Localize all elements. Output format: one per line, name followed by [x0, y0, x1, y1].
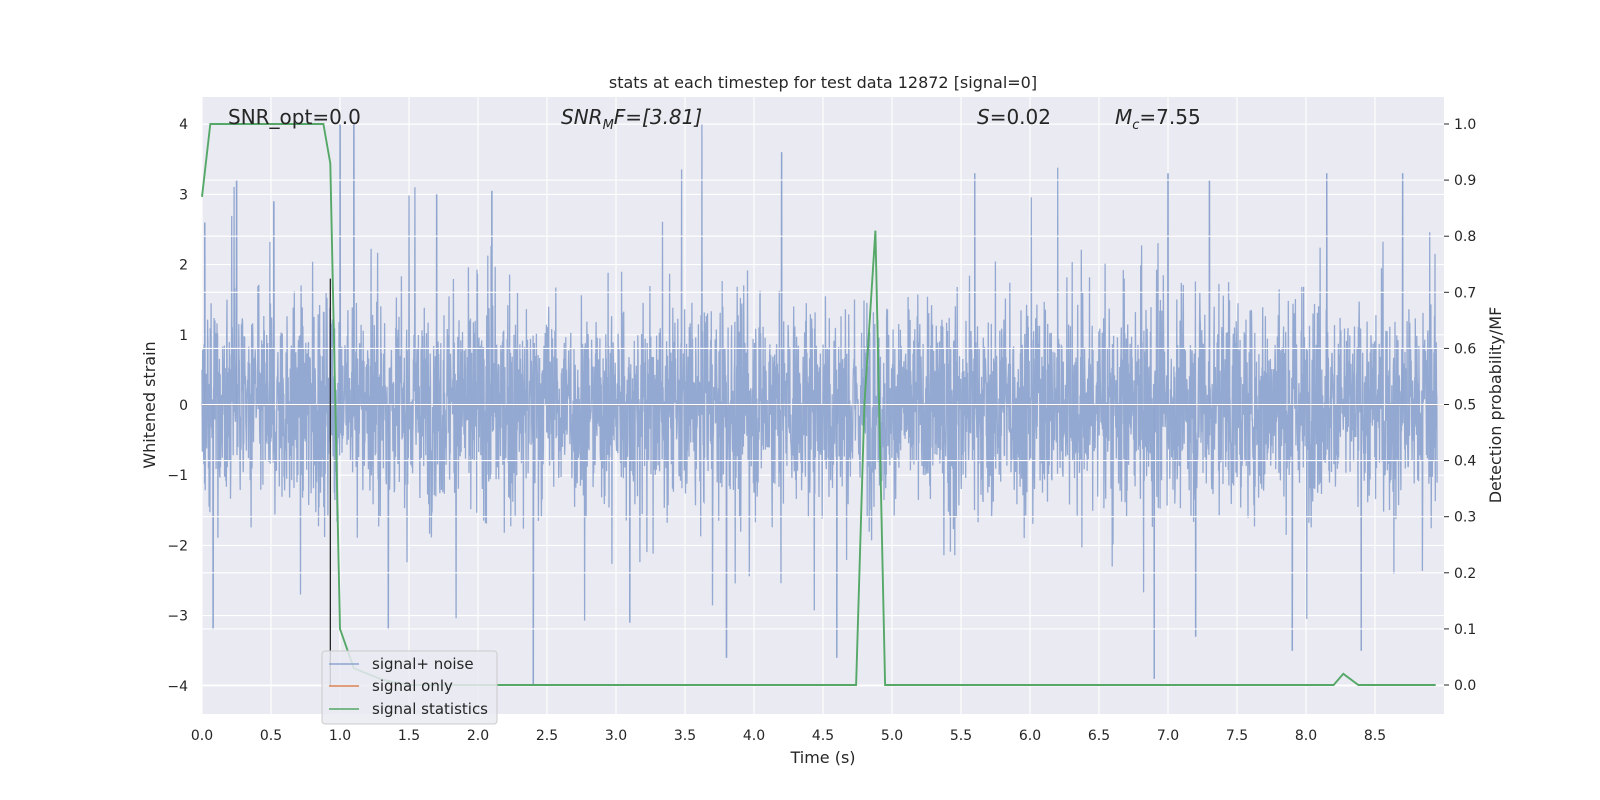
y-tick-labels: 4 3 2 1 0 −1 −2 −3 −4	[167, 117, 188, 695]
x-tick-label: 5.0	[881, 728, 903, 744]
y-tick-label: −1	[167, 468, 188, 484]
y-tick-label: 2	[179, 258, 188, 274]
series-line-signal-statistics	[201, 123, 1436, 686]
y-right-tick-label: 0.5	[1454, 398, 1476, 414]
annotation-snr-opt: SNR_opt=0.0	[228, 105, 361, 129]
y-right-tick-label: 0.3	[1454, 510, 1476, 526]
y-tick-label: −3	[167, 609, 188, 625]
annotation-mc-label: M	[1115, 105, 1132, 129]
grid-overlay	[202, 123, 1444, 686]
x-tick-label: 8.0	[1295, 728, 1317, 744]
x-tick-label: 3.0	[605, 728, 627, 744]
y-right-tick-label: 0.2	[1454, 566, 1476, 582]
x-tick-labels: 0.0 0.5 1.0 1.5 2.0 2.5 3.0 3.5 4.0 4.5 5.0 5.5 6.0 6…	[191, 728, 1386, 744]
y-tick-label: 0	[179, 398, 188, 414]
x-tick-label: 4.5	[812, 728, 834, 744]
y-right-tick-label: 0.1	[1454, 622, 1476, 638]
y-right-tick-labels: 1.0 0.9 0.8 0.7 0.6 0.5 0.4 0.3 0.2 0.1 0.0	[1444, 117, 1476, 694]
annotation-snr-mf-base: SNR	[561, 105, 603, 129]
x-tick-label: 7.5	[1226, 728, 1248, 744]
x-tick-label: 1.5	[398, 728, 420, 744]
y-right-tick-label: 0.7	[1454, 285, 1476, 301]
y-right-axis-label: Detection probability/MF	[1486, 307, 1505, 504]
y-right-tick-label: 0.6	[1454, 341, 1476, 357]
y-axis-label: Whitened strain	[140, 341, 159, 468]
y-right-tick-label: 1.0	[1454, 117, 1476, 133]
annotation-snr-mf-sub: M	[603, 118, 614, 133]
legend: signal+ noise signal only signal statist…	[321, 650, 498, 725]
y-right-tick-label: 0.4	[1454, 454, 1476, 470]
annotation-mc: Mc=7.55	[1115, 105, 1201, 133]
annotation-s-label: S	[977, 105, 990, 129]
y-tick-label: 1	[179, 328, 188, 344]
x-tick-label: 6.0	[1019, 728, 1041, 744]
x-tick-label: 6.5	[1088, 728, 1110, 744]
y-tick-label: 3	[179, 187, 188, 203]
y-tick-label: −4	[167, 679, 188, 695]
chart-title: stats at each timestep for test data 128…	[609, 73, 1037, 92]
x-tick-label: 7.0	[1157, 728, 1179, 744]
annotation-snr-mf: SNRMF=[3.81]	[561, 105, 702, 133]
x-tick-label: 5.5	[950, 728, 972, 744]
y-right-tick-label: 0.0	[1454, 678, 1476, 694]
x-tick-label: 0.5	[260, 728, 282, 744]
annotation-s-value: =0.02	[990, 105, 1051, 129]
legend-box	[321, 650, 498, 725]
series-signal-statistics	[201, 123, 1436, 686]
annotation-snr-mf-tail: F=[3.81]	[614, 105, 702, 129]
x-tick-label: 2.5	[536, 728, 558, 744]
x-axis-label: Time (s)	[789, 748, 855, 767]
legend-label-signal-only: signal only	[372, 677, 453, 695]
y-right-tick-label: 0.9	[1454, 173, 1476, 189]
x-tick-label: 3.5	[674, 728, 696, 744]
series-signal-noise	[201, 124, 1444, 686]
y-tick-label: −2	[167, 538, 188, 554]
x-tick-label: 8.5	[1364, 728, 1386, 744]
y-tick-label: 4	[179, 117, 188, 133]
annotation-s: S=0.02	[977, 105, 1051, 129]
x-tick-label: 2.0	[467, 728, 489, 744]
annotation-mc-sub: c	[1132, 118, 1139, 133]
annotation-mc-value: =7.55	[1139, 105, 1200, 129]
legend-label-signal-noise: signal+ noise	[372, 655, 474, 673]
legend-label-signal-statistics: signal statistics	[372, 700, 488, 718]
x-tick-label: 1.0	[329, 728, 351, 744]
series-line-signal-noise	[201, 124, 1438, 686]
x-tick-label: 0.0	[191, 728, 213, 744]
y-right-tick-label: 0.8	[1454, 229, 1476, 245]
x-tick-label: 4.0	[743, 728, 765, 744]
